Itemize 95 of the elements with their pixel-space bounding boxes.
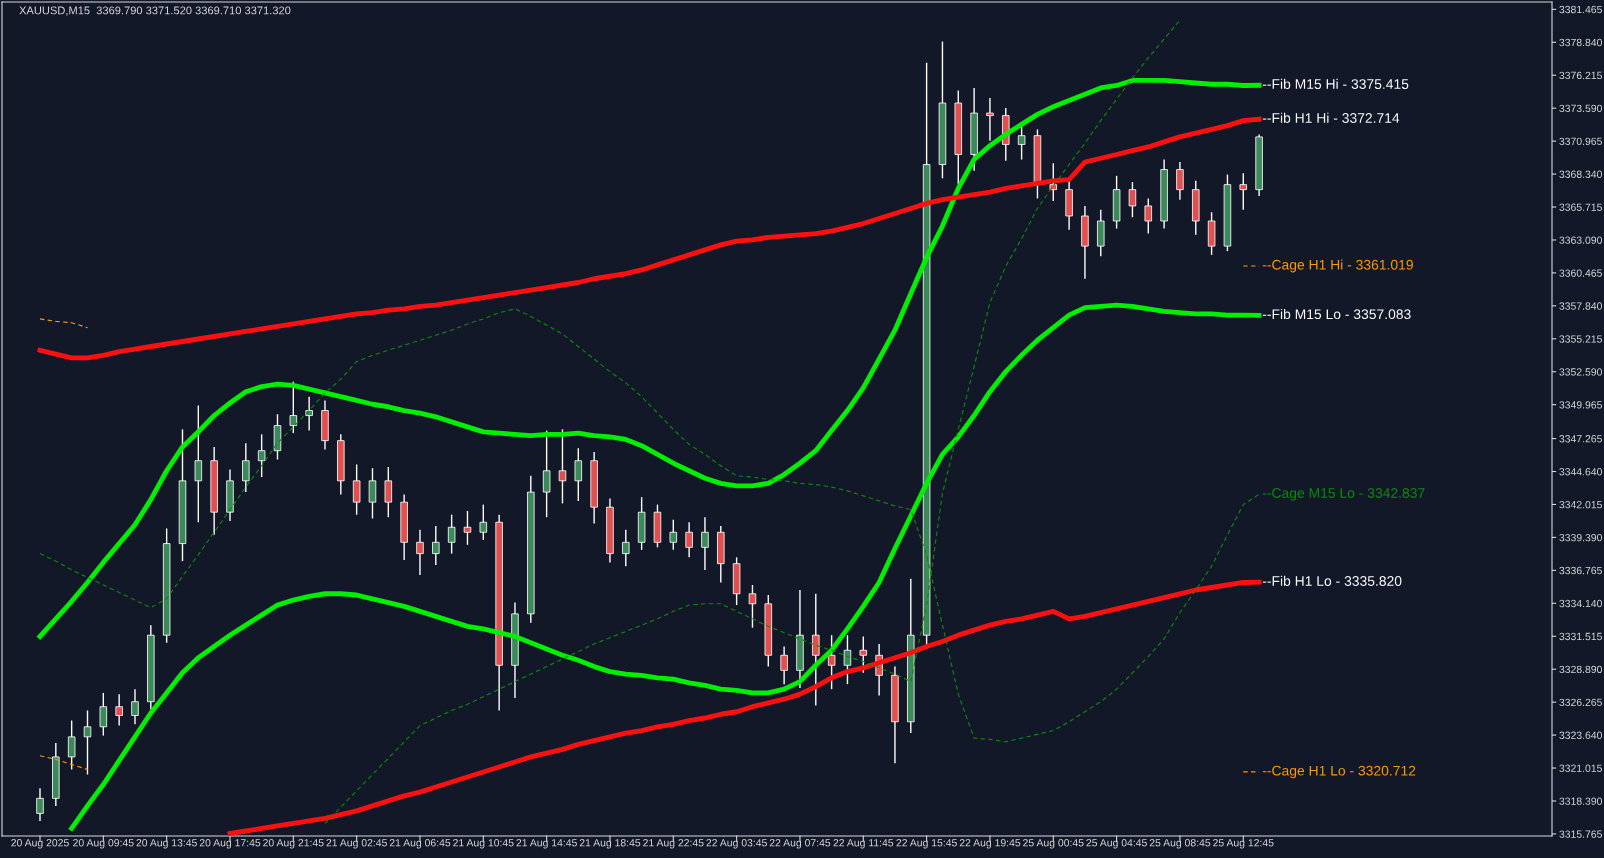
candlestick	[1017, 124, 1026, 161]
candlestick	[194, 404, 203, 523]
x-tick-label: 21 Aug 22:45	[643, 839, 704, 849]
x-tick-label: 21 Aug 02:45	[326, 839, 387, 849]
x-tick-label: 25 Aug 12:45	[1213, 839, 1274, 849]
candlestick	[432, 525, 440, 566]
candlestick	[447, 514, 456, 555]
x-tick-label: 25 Aug 04:45	[1086, 839, 1147, 849]
x-tick-label: 22 Aug 15:45	[896, 839, 957, 849]
x-tick-label: 22 Aug 07:45	[769, 839, 831, 849]
candlestick	[1239, 172, 1248, 211]
x-tick-label: 25 Aug 00:45	[1023, 839, 1084, 849]
y-tick-label: 3336.765	[1559, 566, 1602, 575]
y-tick-label: 3368.340	[1559, 170, 1602, 178]
y-tick-label: 3373.590	[1559, 104, 1602, 113]
candlestick	[685, 521, 693, 559]
candlestick	[305, 396, 313, 432]
candlestick	[1128, 181, 1137, 218]
candlestick	[131, 688, 139, 725]
chart-title: XAUUSD,M15 3369.790 3371.520 3369.710 3371.320	[19, 6, 291, 16]
y-tick-label: 3318.390	[1559, 797, 1602, 805]
x-tick-label: 21 Aug 10:45	[453, 839, 514, 849]
line-series	[227, 579, 1262, 836]
candlestick	[115, 693, 123, 727]
candlestick	[558, 428, 567, 505]
x-tick-label: 22 Aug 19:45	[959, 839, 1021, 849]
candlestick	[843, 634, 852, 685]
candlestick	[83, 709, 92, 776]
candlestick	[780, 645, 788, 685]
x-tick-label: 20 Aug 17:45	[199, 839, 261, 849]
y-tick-label: 3321.015	[1559, 764, 1602, 772]
y-tick-label: 3376.215	[1559, 71, 1602, 80]
x-tick-label: 20 Aug 09:45	[73, 839, 134, 849]
candlestick	[289, 380, 298, 434]
y-tick-label: 3365.715	[1559, 203, 1602, 211]
candlestick	[67, 719, 76, 771]
y-tick-label: 3357.840	[1559, 302, 1602, 310]
y-tick-label: 3378.840	[1559, 38, 1602, 47]
y-tick-label: 3334.140	[1559, 599, 1602, 608]
candlestick	[574, 447, 583, 502]
candlestick	[859, 635, 868, 674]
candlestick	[416, 529, 424, 576]
x-tick-label: 20 Aug 21:45	[263, 839, 324, 849]
x-tick-label: 22 Aug 03:45	[706, 839, 767, 849]
candlestick	[242, 442, 250, 493]
x-tick-label: 20 Aug 2025	[11, 839, 69, 849]
y-tick-label: 3370.965	[1559, 137, 1602, 145]
candlestick	[622, 529, 630, 567]
y-tick-label: 3355.215	[1559, 335, 1602, 343]
y-tick-label: 3363.090	[1559, 236, 1602, 244]
x-tick-label: 21 Aug 18:45	[579, 839, 641, 849]
candlestick	[257, 433, 266, 478]
x-tick-label: 20 Aug 13:45	[136, 839, 197, 849]
y-tick-label: 3344.640	[1559, 468, 1602, 476]
x-tick-label: 21 Aug 06:45	[389, 839, 451, 849]
candlestick	[748, 584, 757, 629]
series-label: --Cage H1 Lo - 3320.712	[1262, 765, 1416, 779]
candlestick	[812, 593, 820, 707]
x-tick-label: 21 Aug 14:45	[516, 839, 577, 849]
candlestick	[463, 510, 472, 546]
series-label: --Cage M15 Lo - 3342.837	[1262, 488, 1425, 501]
series-label: --Cage H1 Hi - 3361.019	[1262, 259, 1413, 273]
candlestick	[542, 429, 551, 518]
candlestick	[1176, 161, 1184, 201]
y-tick-label: 3342.015	[1559, 500, 1602, 509]
y-tick-label: 3331.515	[1559, 632, 1602, 641]
y-tick-label: 3339.390	[1559, 533, 1602, 542]
candlestick	[701, 516, 709, 571]
candlestick	[1144, 197, 1153, 235]
series-label: --Fib M15 Hi - 3375.415	[1262, 78, 1409, 89]
candlestick	[99, 692, 108, 737]
x-tick-label: 22 Aug 11:45	[833, 839, 894, 849]
y-tick-label: 3381.465	[1559, 5, 1602, 14]
candlestick	[669, 519, 678, 551]
series-label: --Fib H1 Lo - 3335.820	[1262, 575, 1402, 586]
x-tick-label: 25 Aug 08:45	[1149, 839, 1211, 849]
candlestick	[384, 466, 393, 518]
candlestick	[368, 467, 377, 520]
y-tick-label: 3360.465	[1559, 269, 1602, 277]
candlestick	[352, 463, 361, 516]
line-series	[37, 116, 1262, 361]
line-series	[37, 78, 1262, 639]
candlestick	[986, 97, 994, 142]
candlestick	[36, 787, 44, 822]
y-tick-label: 3349.965	[1559, 401, 1602, 409]
candlestick	[479, 503, 488, 541]
y-tick-label: 3347.265	[1559, 435, 1602, 443]
series-label: --Fib M15 Lo - 3357.083	[1262, 308, 1411, 320]
y-tick-label: 3323.640	[1559, 731, 1602, 739]
series-label: --Fib H1 Hi - 3372.714	[1262, 112, 1400, 123]
line-series	[69, 302, 1262, 831]
y-tick-label: 3328.890	[1559, 665, 1602, 674]
y-tick-label: 3315.765	[1559, 830, 1602, 838]
y-tick-label: 3352.590	[1559, 368, 1602, 376]
y-tick-label: 3326.265	[1559, 698, 1602, 707]
